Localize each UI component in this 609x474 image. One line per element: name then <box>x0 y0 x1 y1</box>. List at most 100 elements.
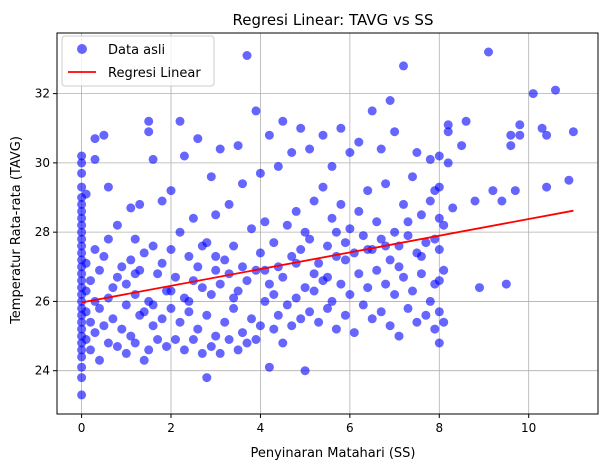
data-point <box>399 199 408 209</box>
data-point <box>166 186 176 196</box>
data-point <box>77 199 87 209</box>
data-point <box>184 296 194 306</box>
data-point <box>90 328 100 338</box>
data-point <box>300 366 310 376</box>
data-point <box>314 317 324 327</box>
data-point <box>77 234 87 244</box>
legend-box <box>61 35 215 87</box>
data-point <box>112 220 122 230</box>
data-point <box>188 213 198 223</box>
data-point <box>421 238 431 248</box>
data-point <box>229 293 239 303</box>
data-point <box>305 234 315 244</box>
data-point <box>515 120 525 130</box>
data-point <box>542 182 552 192</box>
data-point <box>381 179 391 189</box>
data-point <box>166 286 176 296</box>
data-point <box>506 130 516 140</box>
legend: Data asli Regresi Linear <box>61 35 215 87</box>
data-point <box>439 220 449 230</box>
data-point <box>139 355 149 365</box>
data-point <box>434 182 444 192</box>
data-point <box>269 238 279 248</box>
data-point <box>394 331 404 341</box>
data-point <box>242 51 252 60</box>
data-point <box>77 352 87 362</box>
data-point <box>215 144 225 154</box>
data-point <box>247 224 256 234</box>
data-point <box>314 258 324 268</box>
data-point <box>318 182 328 192</box>
data-point <box>215 348 225 358</box>
data-point <box>394 262 404 272</box>
data-point <box>211 251 221 261</box>
legend-label-regresi: Regresi Linear <box>108 66 201 81</box>
data-point <box>224 199 234 209</box>
data-point <box>403 217 413 227</box>
data-point <box>345 148 355 157</box>
data-point <box>77 213 87 223</box>
data-point <box>390 290 400 299</box>
data-point <box>425 154 435 164</box>
data-point <box>358 231 368 241</box>
data-point <box>497 196 507 206</box>
data-point <box>403 303 413 313</box>
data-point <box>336 123 346 133</box>
data-point <box>179 151 189 161</box>
data-point <box>95 355 104 365</box>
data-point <box>220 255 230 265</box>
data-point <box>117 262 127 272</box>
data-point <box>197 241 207 251</box>
grid-layer <box>57 33 598 414</box>
data-point <box>77 158 87 168</box>
data-point <box>376 307 386 317</box>
data-point <box>148 241 158 251</box>
data-point <box>345 224 355 234</box>
y-tick-label: 32 <box>35 87 50 101</box>
data-point <box>282 300 292 310</box>
data-point <box>238 179 247 189</box>
data-point <box>434 307 444 317</box>
data-point <box>242 338 252 348</box>
axes-layer <box>56 32 599 415</box>
data-point <box>197 283 207 293</box>
data-point <box>358 300 368 310</box>
data-point <box>390 227 400 237</box>
data-point <box>99 130 109 140</box>
data-point <box>77 248 87 258</box>
data-point <box>202 373 212 383</box>
x-axis-label: Penyinaran Matahari (SS) <box>251 446 416 461</box>
data-point <box>77 324 87 334</box>
data-point <box>148 300 158 310</box>
data-point <box>211 331 221 341</box>
data-point <box>193 324 203 334</box>
data-point <box>327 213 337 223</box>
data-point <box>273 161 283 171</box>
data-point <box>179 345 189 355</box>
data-point <box>77 390 87 400</box>
data-point <box>434 245 444 254</box>
data-point <box>162 342 171 351</box>
data-point <box>461 116 471 126</box>
data-point <box>126 255 136 265</box>
data-point <box>77 206 87 216</box>
x-tick-label: 10 <box>521 421 536 435</box>
line-layer <box>81 209 574 304</box>
data-point <box>197 348 207 358</box>
data-point <box>77 227 87 237</box>
data-point <box>175 116 185 126</box>
data-point <box>385 96 395 105</box>
data-point <box>296 314 306 324</box>
data-point <box>264 279 274 289</box>
data-point <box>515 130 525 140</box>
data-point <box>103 234 113 244</box>
data-point <box>425 296 435 306</box>
data-point <box>206 342 216 351</box>
data-point <box>255 321 265 331</box>
data-point <box>247 314 256 324</box>
data-point <box>331 324 341 334</box>
data-point <box>340 255 350 265</box>
data-point <box>434 338 444 348</box>
data-point <box>296 123 306 133</box>
